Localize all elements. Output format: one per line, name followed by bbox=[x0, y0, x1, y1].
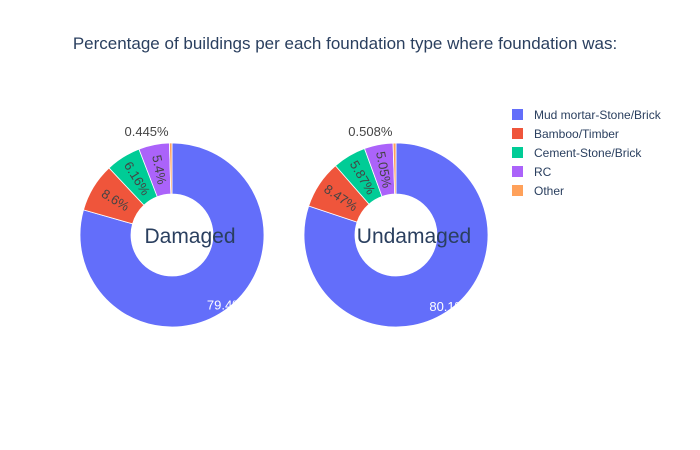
donut-center-label: Undamaged bbox=[357, 225, 471, 248]
donut-charts: 79.4%8.6%6.16%5.4%0.445%Damaged80.1%8.47… bbox=[79, 124, 489, 328]
legend-swatch bbox=[512, 166, 523, 177]
slice-label: 5.4% bbox=[149, 154, 170, 186]
legend-swatch bbox=[512, 147, 523, 158]
slice-label: 80.1% bbox=[429, 299, 466, 314]
legend-label: Cement-Stone/Brick bbox=[534, 146, 642, 160]
legend-item-rc[interactable]: RC bbox=[512, 165, 552, 179]
slice-label: 5.05% bbox=[373, 150, 395, 189]
slice-other[interactable] bbox=[392, 142, 397, 195]
legend-label: Other bbox=[534, 184, 564, 198]
donut-damaged: 79.4%8.6%6.16%5.4%0.445%Damaged bbox=[79, 124, 265, 328]
legend-swatch bbox=[512, 128, 523, 139]
chart-title: Percentage of buildings per each foundat… bbox=[73, 34, 617, 53]
slice-label: 0.445% bbox=[125, 124, 170, 139]
slice-mud-mortar-stone-brick[interactable] bbox=[303, 142, 489, 328]
legend-label: Bamboo/Timber bbox=[534, 127, 619, 141]
legend-item-cement-stone-brick[interactable]: Cement-Stone/Brick bbox=[512, 146, 642, 160]
donut-center-label: Damaged bbox=[144, 225, 235, 248]
legend-item-other[interactable]: Other bbox=[512, 184, 564, 198]
legend-label: RC bbox=[534, 165, 552, 179]
slice-label: 79.4% bbox=[207, 298, 244, 313]
slice-mud-mortar-stone-brick[interactable] bbox=[79, 142, 265, 328]
legend: Mud mortar-Stone/Brick Bamboo/Timber Cemen… bbox=[512, 108, 662, 198]
legend-item-bamboo-timber[interactable]: Bamboo/Timber bbox=[512, 127, 619, 141]
legend-swatch bbox=[512, 185, 523, 196]
donut-undamaged: 80.1%8.47%5.87%5.05%0.508%Undamaged bbox=[303, 124, 489, 328]
slice-other[interactable] bbox=[169, 142, 173, 195]
legend-item-mud-mortar-stone-brick[interactable]: Mud mortar-Stone/Brick bbox=[512, 108, 662, 122]
slice-label: 0.508% bbox=[348, 124, 393, 139]
legend-swatch bbox=[512, 109, 523, 120]
legend-label: Mud mortar-Stone/Brick bbox=[534, 108, 662, 122]
